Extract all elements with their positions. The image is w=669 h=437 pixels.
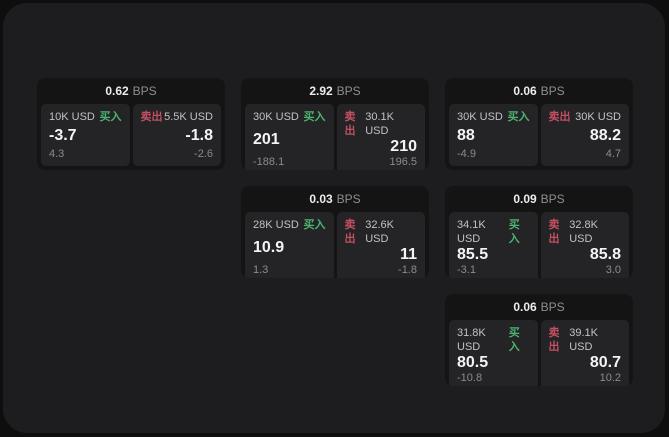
sell-badge: 卖出 (548, 111, 571, 123)
sell-size-label: 32.8K USD (569, 219, 598, 245)
sell-price: 80.7 (589, 354, 621, 371)
sell-panel[interactable]: 卖出 32.8K USD 85.8 3.0 (540, 212, 629, 278)
buy-size-label: 28K USD (253, 219, 299, 231)
buy-sub-value: -4.9 (457, 148, 476, 160)
bps-value: 2.92 (309, 84, 333, 98)
buy-price: 10.9 (253, 239, 285, 256)
buy-panel[interactable]: 28K USD 买入 10.9 1.3 (245, 212, 334, 278)
buy-size-label: 10K USD (49, 111, 95, 123)
sell-sub-value: 4.7 (605, 148, 621, 160)
sell-sub-value: 196.5 (389, 156, 417, 168)
bps-unit-label: BPS (540, 84, 565, 98)
sell-price: 85.8 (589, 246, 621, 263)
sell-sub-value: 10.2 (599, 372, 621, 384)
buy-panel[interactable]: 34.1K USD 买入 85.5 -3.1 (449, 212, 538, 278)
sell-price: 210 (390, 138, 417, 155)
buy-panel[interactable]: 31.8K USD 买入 80.5 -10.8 (449, 320, 538, 386)
sell-panel[interactable]: 卖出 39.1K USD 80.7 10.2 (540, 320, 629, 386)
bps-header: 0.03 BPS (241, 186, 429, 212)
buy-sub-value: -188.1 (253, 156, 285, 168)
bps-unit-label: BPS (540, 300, 565, 314)
buy-price: 85.5 (457, 246, 489, 263)
buy-price: 88 (457, 127, 475, 144)
sell-badge: 卖出 (344, 111, 356, 137)
bps-unit-label: BPS (336, 192, 361, 206)
bps-value: 0.62 (105, 84, 129, 98)
bps-header: 0.62 BPS (37, 78, 225, 104)
buy-panel[interactable]: 10K USD 买入 -3.7 4.3 (41, 104, 130, 166)
bps-header: 0.06 BPS (445, 78, 633, 104)
sell-panel[interactable]: 卖出 32.6K USD 11 -1.8 (336, 212, 425, 278)
quote-card: 0.09 BPS 34.1K USD 买入 85.5 -3.1 卖出 32.8K… (445, 186, 633, 278)
buy-badge: 买入 (508, 327, 520, 353)
buy-price: 80.5 (457, 354, 489, 371)
buy-badge: 买入 (99, 111, 122, 123)
quote-card: 0.03 BPS 28K USD 买入 10.9 1.3 卖出 32.6K US… (241, 186, 429, 278)
buy-size-label: 30K USD (457, 111, 503, 123)
sell-badge: 卖出 (344, 219, 356, 245)
sell-sub-value: -1.8 (398, 264, 417, 276)
bps-value: 0.06 (513, 84, 537, 98)
quote-card: 0.62 BPS 10K USD 买入 -3.7 4.3 卖出 5.5K USD (37, 78, 225, 170)
buy-price: 201 (253, 131, 280, 148)
buy-size-label: 34.1K USD (457, 219, 486, 245)
app-window: 0.62 BPS 10K USD 买入 -3.7 4.3 卖出 5.5K USD (3, 3, 665, 433)
buy-sub-value: -3.1 (457, 264, 476, 276)
buy-badge: 买入 (303, 111, 326, 123)
bps-header: 2.92 BPS (241, 78, 429, 104)
sell-size-label: 32.6K USD (365, 219, 394, 245)
bps-value: 0.06 (513, 300, 537, 314)
sell-sub-value: -2.6 (194, 148, 213, 160)
bps-unit-label: BPS (336, 84, 361, 98)
sell-size-label: 5.5K USD (164, 111, 213, 123)
buy-price: -3.7 (49, 127, 77, 144)
sell-price: -1.8 (185, 127, 213, 144)
buy-sub-value: 1.3 (253, 264, 269, 276)
sell-badge: 卖出 (548, 219, 560, 245)
sell-panel[interactable]: 卖出 30.1K USD 210 196.5 (336, 104, 425, 170)
buy-badge: 买入 (303, 219, 326, 231)
sell-size-label: 39.1K USD (569, 327, 598, 353)
quote-card: 2.92 BPS 30K USD 买入 201 -188.1 卖出 30.1K … (241, 78, 429, 170)
sell-sub-value: 3.0 (605, 264, 621, 276)
sell-badge: 卖出 (548, 327, 560, 353)
sell-size-label: 30.1K USD (365, 111, 394, 137)
bps-unit-label: BPS (540, 192, 565, 206)
bps-unit-label: BPS (132, 84, 157, 98)
sell-panel[interactable]: 卖出 5.5K USD -1.8 -2.6 (132, 104, 221, 166)
quote-card: 0.06 BPS 30K USD 买入 88 -4.9 卖出 30K USD (445, 78, 633, 170)
quote-card-grid: 0.62 BPS 10K USD 买入 -3.7 4.3 卖出 5.5K USD (37, 78, 633, 386)
quote-card: 0.06 BPS 31.8K USD 买入 80.5 -10.8 卖出 39.1… (445, 294, 633, 386)
bps-value: 0.03 (309, 192, 333, 206)
sell-badge: 卖出 (140, 111, 163, 123)
buy-badge: 买入 (508, 219, 520, 245)
bps-header: 0.09 BPS (445, 186, 633, 212)
buy-panel[interactable]: 30K USD 买入 88 -4.9 (449, 104, 538, 166)
buy-size-label: 30K USD (253, 111, 299, 123)
buy-size-label: 31.8K USD (457, 327, 486, 353)
buy-sub-value: 4.3 (49, 148, 65, 160)
bps-header: 0.06 BPS (445, 294, 633, 320)
sell-price: 88.2 (589, 127, 621, 144)
sell-price: 11 (400, 246, 417, 263)
sell-panel[interactable]: 卖出 30K USD 88.2 4.7 (540, 104, 629, 166)
sell-size-label: 30K USD (575, 111, 621, 123)
buy-badge: 买入 (507, 111, 530, 123)
bps-value: 0.09 (513, 192, 537, 206)
buy-sub-value: -10.8 (457, 372, 483, 384)
buy-panel[interactable]: 30K USD 买入 201 -188.1 (245, 104, 334, 170)
